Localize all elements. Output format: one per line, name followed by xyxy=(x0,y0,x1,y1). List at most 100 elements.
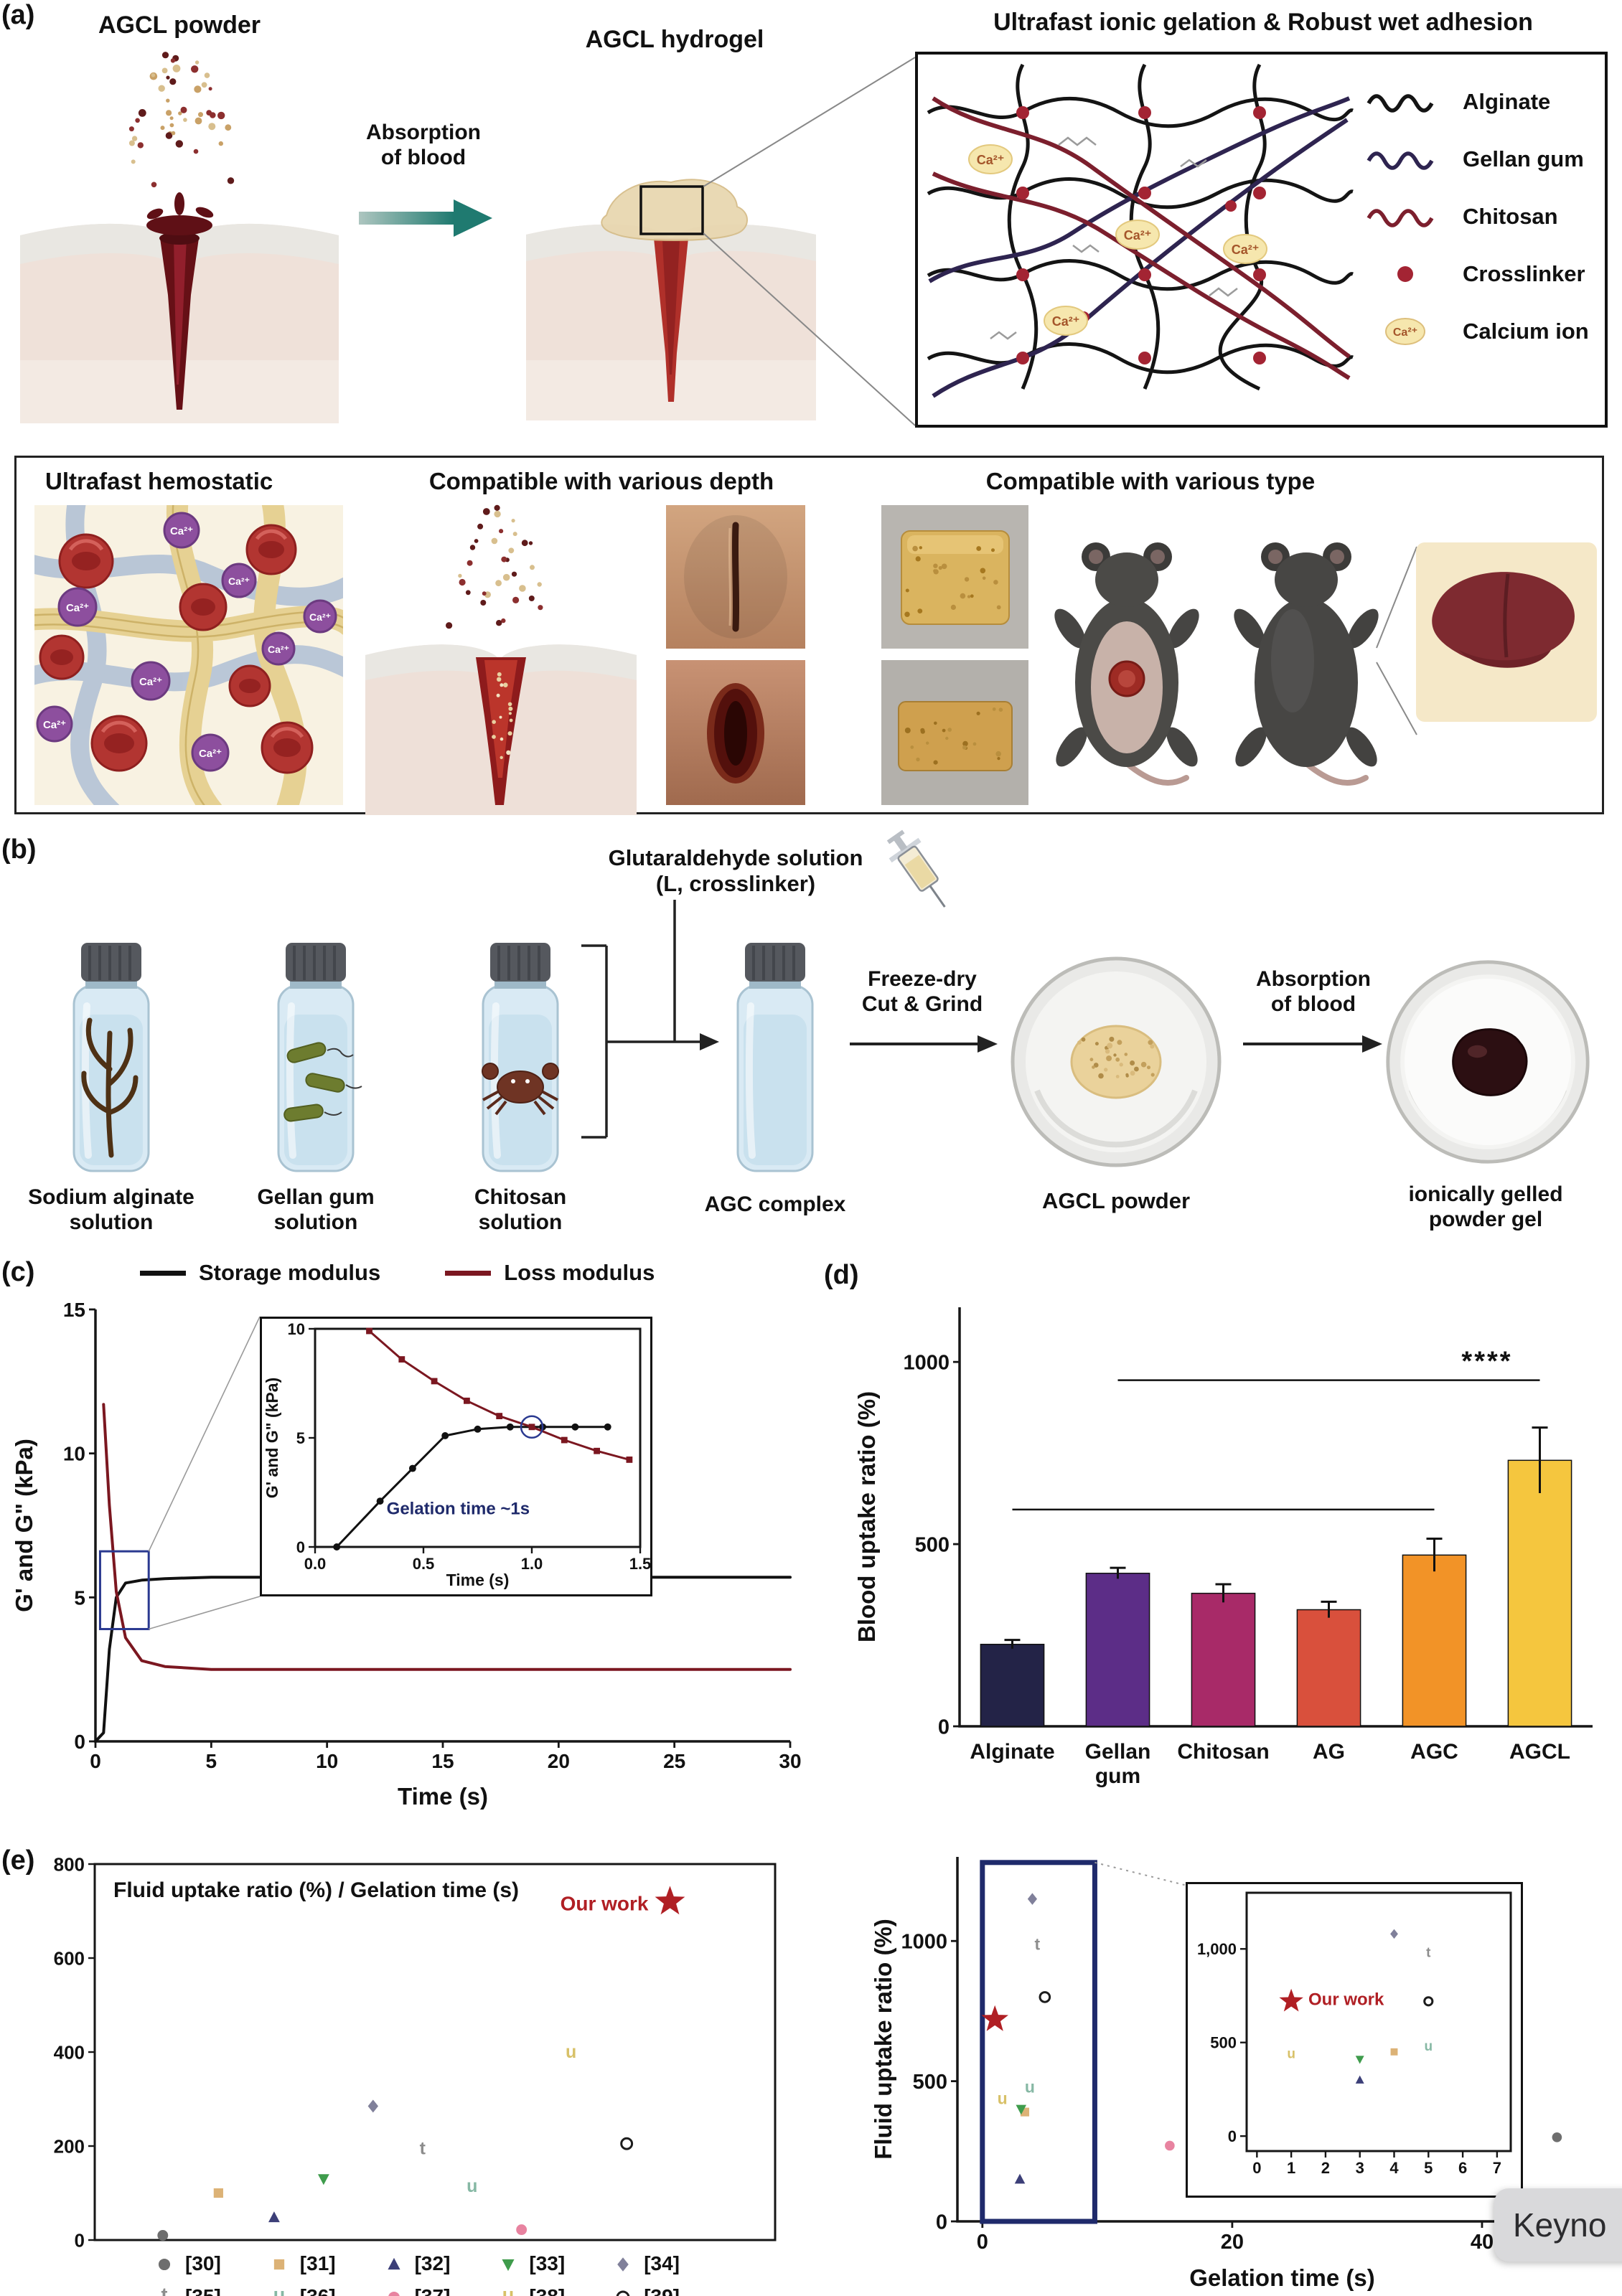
svg-text:1.0: 1.0 xyxy=(521,1555,543,1573)
absorption-arrow xyxy=(1243,1035,1382,1053)
dish1-label: AGCL powder xyxy=(1041,1188,1191,1213)
ref-legend-item: [31] xyxy=(267,2252,336,2276)
reference-legend-row-2: t [35] u [36] [37] u [38] [39] xyxy=(44,2285,784,2296)
svg-text:0: 0 xyxy=(296,1538,305,1556)
svg-text:1.5: 1.5 xyxy=(629,1555,650,1573)
svg-text:Fluid uptake ratio (%) / Gelat: Fluid uptake ratio (%) / Gelation time (… xyxy=(113,1878,519,1902)
shallow-wound-photo xyxy=(666,505,805,649)
syringe-icon xyxy=(886,829,946,908)
legend-label: Calcium ion xyxy=(1463,319,1589,344)
liver-inset-box xyxy=(1416,542,1597,722)
svg-text:1000: 1000 xyxy=(901,1931,947,1954)
ref-legend-label: [36] xyxy=(300,2285,336,2296)
ca-ion-label: Ca²⁺ xyxy=(170,525,193,537)
crab-icon xyxy=(482,1063,559,1116)
svg-text:5: 5 xyxy=(206,1750,217,1772)
freeze-dry-label: Freeze-dry Cut & Grind xyxy=(861,967,983,1016)
molecule-squiggles xyxy=(990,136,1238,340)
powder-block-photo-2 xyxy=(881,660,1028,805)
legend-label: Crosslinker xyxy=(1463,261,1585,286)
gellan-gum-vial xyxy=(266,940,362,1177)
panel-b-tag: (b) xyxy=(1,834,37,865)
svg-text:500: 500 xyxy=(1210,2034,1237,2052)
keynote-overlay[interactable]: Keyno xyxy=(1494,2188,1622,2262)
gelation-scatter-wrap: 0 20 40 0 500 1000 Gelation time (s) Fluid upta… xyxy=(870,1850,1618,2295)
legend-label: Alginate xyxy=(1463,89,1551,114)
svg-text:t: t xyxy=(1035,1934,1041,1953)
ref-legend-label: [34] xyxy=(644,2252,680,2274)
feature-title-hemostatic: Ultrafast hemostatic xyxy=(45,468,273,494)
ca-ion-label: Ca²⁺ xyxy=(43,719,66,731)
legend-item-gellan-gum: Gellan gum xyxy=(1364,142,1601,177)
svg-text:3: 3 xyxy=(1356,2159,1364,2177)
svg-text:10: 10 xyxy=(316,1750,338,1772)
feature-title-type: Compatible with various type xyxy=(985,468,1316,494)
keynote-overlay-text: Keyno xyxy=(1513,2206,1607,2244)
svg-text:1,000: 1,000 xyxy=(1197,1940,1237,1958)
svg-text:0.5: 0.5 xyxy=(413,1555,435,1573)
ca-ion-label: Ca²⁺ xyxy=(66,602,89,614)
svg-text:Gelation time ~1s: Gelation time ~1s xyxy=(387,1499,530,1518)
svg-text:Time (s): Time (s) xyxy=(446,1571,510,1589)
ca-ion-label: Ca²⁺ xyxy=(268,644,289,655)
chitosan-line-icon xyxy=(1366,209,1434,227)
loss-modulus-line-swatch xyxy=(445,1270,492,1276)
powder-in-wound xyxy=(492,672,513,759)
depth-wound-illustration xyxy=(365,504,637,815)
svg-text:0: 0 xyxy=(977,2231,988,2254)
vial-label-chitosan: Chitosan solution xyxy=(474,1185,567,1234)
svg-text:200: 200 xyxy=(54,2135,85,2157)
gelation-time-inset-chart: 0.0 0.5 1.0 1.5 0 5 10 Time (s) G' and G" (kPa) G… xyxy=(260,1317,652,1596)
hemostatic-clot-illustration: Ca²⁺ Ca²⁺ Ca²⁺ Ca²⁺ Ca²⁺ Ca²⁺ Ca²⁺ Ca²⁺ xyxy=(34,505,343,805)
seaweed-icon xyxy=(81,1017,139,1158)
svg-text:G' and G" (kPa): G' and G" (kPa) xyxy=(263,1378,281,1498)
blood-splash xyxy=(146,192,214,235)
ref-legend-marker-icon: u xyxy=(273,2285,286,2296)
svg-text:5: 5 xyxy=(74,1586,85,1609)
svg-text:0: 0 xyxy=(75,2229,85,2250)
storage-modulus-label: Storage modulus xyxy=(199,1260,381,1285)
rheology-chart: 0 5 10 15 20 25 30 0 5 10 15 Time (s) G' and G" (kPa… xyxy=(11,1295,807,1813)
svg-text:1: 1 xyxy=(1287,2159,1295,2177)
crosslinker-dot-icon xyxy=(1397,266,1413,282)
e-compare-svg: 0 200 400 600 800 t u u Our work Fluid uptake rat… xyxy=(54,1853,777,2251)
absorption-arrow-label: Absorption of blood xyxy=(366,121,481,169)
ref-legend-label: [38] xyxy=(529,2285,565,2296)
c-rheology-svg: 0 5 10 15 20 25 30 0 5 10 15 Time (s) G' and G" (kPa… xyxy=(11,1299,802,1810)
svg-text:500: 500 xyxy=(913,2071,947,2094)
red-blood-cells xyxy=(39,524,314,774)
storage-modulus-line-swatch xyxy=(140,1270,186,1276)
legend-label: Gellan gum xyxy=(1463,146,1584,171)
svg-text:u: u xyxy=(566,2042,576,2062)
legend-label: Chitosan xyxy=(1463,204,1558,229)
svg-text:30: 30 xyxy=(779,1750,801,1772)
sodium-alginate-vial xyxy=(61,940,161,1177)
svg-text:Gelation time (s): Gelation time (s) xyxy=(1189,2264,1375,2291)
svg-text:t: t xyxy=(420,2138,426,2158)
svg-text:15: 15 xyxy=(431,1750,454,1772)
ca-ion-label: Ca²⁺ xyxy=(1052,314,1080,329)
legend-item-loss-modulus: Loss modulus xyxy=(445,1260,655,1286)
svg-text:5: 5 xyxy=(296,1429,305,1447)
glutaraldehyde-label: Glutaraldehyde solution (L, crosslinker) xyxy=(608,845,863,896)
svg-text:4: 4 xyxy=(1389,2159,1399,2177)
ref-legend-label: [32] xyxy=(414,2252,451,2274)
svg-text:6: 6 xyxy=(1458,2159,1467,2177)
svg-text:40: 40 xyxy=(1471,2231,1494,2254)
freeze-dry-arrow xyxy=(850,1035,998,1053)
svg-text:20: 20 xyxy=(548,1750,570,1772)
powder-title: AGCL powder xyxy=(98,11,261,39)
svg-text:u: u xyxy=(273,2285,286,2296)
network-legend: Alginate Gellan gum Chitosan Crosslinker… xyxy=(1364,55,1601,349)
svg-text:Alginate: Alginate xyxy=(970,1740,1054,1764)
svg-text:t: t xyxy=(1426,1946,1431,1961)
absorption-arrow-icon xyxy=(359,199,492,237)
c-inset-svg: 0.0 0.5 1.0 1.5 0 5 10 Time (s) G' and G" (kPa) G… xyxy=(263,1320,651,1589)
svg-text:0: 0 xyxy=(938,1716,950,1739)
gelled-powder-dish-photo xyxy=(1384,958,1592,1166)
ref-legend-marker-icon xyxy=(158,2258,171,2271)
ca-ion-label: Ca²⁺ xyxy=(1232,243,1260,257)
svg-text:15: 15 xyxy=(63,1299,85,1321)
ref-legend-marker-icon xyxy=(502,2259,515,2272)
